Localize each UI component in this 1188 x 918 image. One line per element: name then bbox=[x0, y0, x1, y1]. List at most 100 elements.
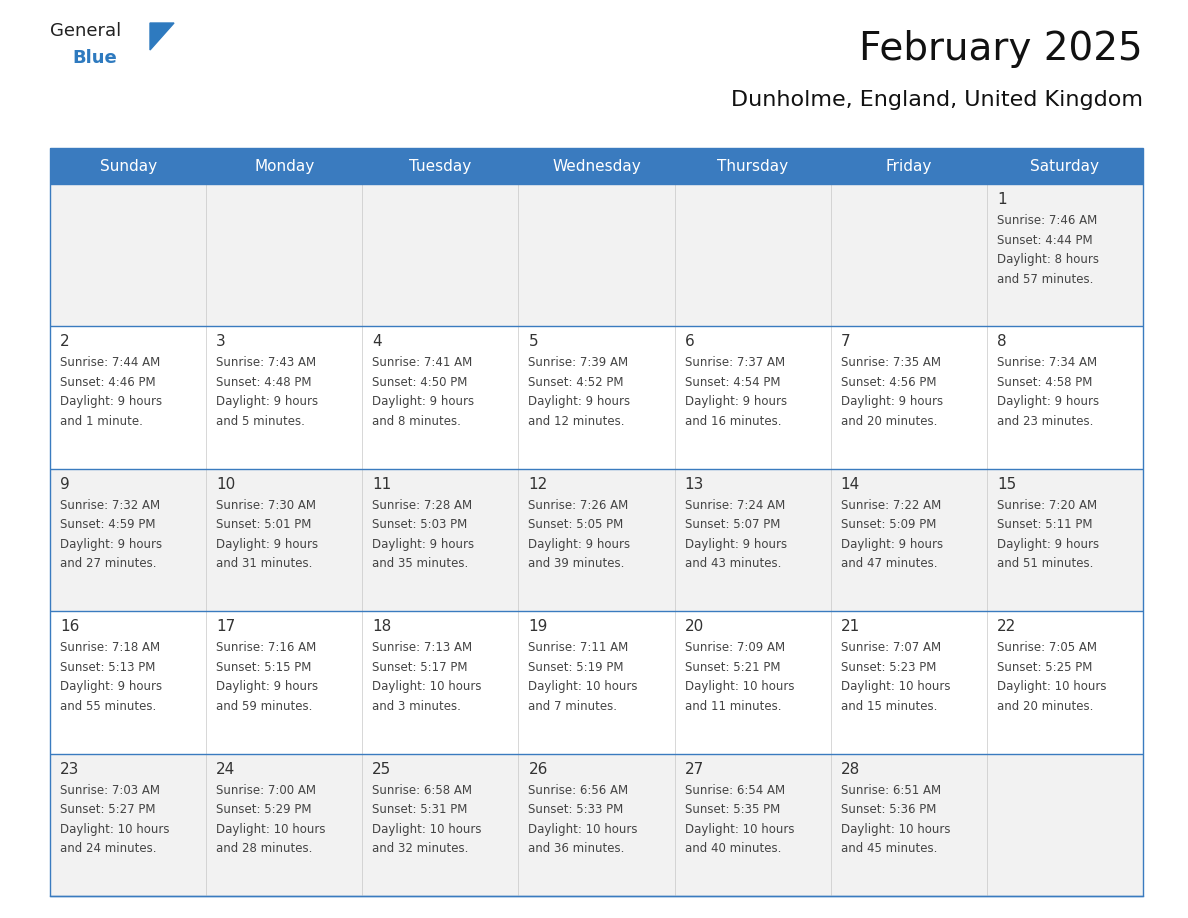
Text: and 7 minutes.: and 7 minutes. bbox=[529, 700, 618, 712]
Text: Daylight: 10 hours: Daylight: 10 hours bbox=[684, 823, 794, 835]
Text: and 43 minutes.: and 43 minutes. bbox=[684, 557, 781, 570]
Text: Daylight: 9 hours: Daylight: 9 hours bbox=[61, 680, 162, 693]
Text: and 24 minutes.: and 24 minutes. bbox=[61, 842, 157, 855]
Text: and 51 minutes.: and 51 minutes. bbox=[997, 557, 1093, 570]
Text: Sunrise: 7:16 AM: Sunrise: 7:16 AM bbox=[216, 641, 316, 655]
Text: Daylight: 9 hours: Daylight: 9 hours bbox=[216, 538, 318, 551]
Text: 16: 16 bbox=[61, 620, 80, 634]
Text: Daylight: 8 hours: Daylight: 8 hours bbox=[997, 253, 1099, 266]
Text: Sunset: 5:15 PM: Sunset: 5:15 PM bbox=[216, 661, 311, 674]
Text: Sunset: 4:56 PM: Sunset: 4:56 PM bbox=[841, 375, 936, 389]
Text: Daylight: 10 hours: Daylight: 10 hours bbox=[529, 680, 638, 693]
Text: Dunholme, England, United Kingdom: Dunholme, England, United Kingdom bbox=[731, 90, 1143, 110]
Text: and 20 minutes.: and 20 minutes. bbox=[997, 700, 1093, 712]
Text: Sunset: 4:59 PM: Sunset: 4:59 PM bbox=[61, 519, 156, 532]
Text: 21: 21 bbox=[841, 620, 860, 634]
Text: 13: 13 bbox=[684, 476, 704, 492]
Text: 28: 28 bbox=[841, 762, 860, 777]
Text: Sunset: 5:23 PM: Sunset: 5:23 PM bbox=[841, 661, 936, 674]
Text: and 12 minutes.: and 12 minutes. bbox=[529, 415, 625, 428]
Text: and 47 minutes.: and 47 minutes. bbox=[841, 557, 937, 570]
Text: Sunrise: 7:35 AM: Sunrise: 7:35 AM bbox=[841, 356, 941, 369]
Text: 22: 22 bbox=[997, 620, 1016, 634]
Text: Sunset: 5:25 PM: Sunset: 5:25 PM bbox=[997, 661, 1092, 674]
Text: Monday: Monday bbox=[254, 159, 315, 174]
Text: and 45 minutes.: and 45 minutes. bbox=[841, 842, 937, 855]
Text: Daylight: 9 hours: Daylight: 9 hours bbox=[372, 538, 474, 551]
Text: and 28 minutes.: and 28 minutes. bbox=[216, 842, 312, 855]
Bar bbox=[50, 754, 1143, 896]
Text: 7: 7 bbox=[841, 334, 851, 350]
Text: Daylight: 9 hours: Daylight: 9 hours bbox=[529, 538, 631, 551]
Text: and 16 minutes.: and 16 minutes. bbox=[684, 415, 781, 428]
Text: Daylight: 9 hours: Daylight: 9 hours bbox=[997, 396, 1099, 409]
Text: Sunset: 5:27 PM: Sunset: 5:27 PM bbox=[61, 803, 156, 816]
Bar bbox=[50, 327, 1143, 469]
Text: Sunrise: 7:44 AM: Sunrise: 7:44 AM bbox=[61, 356, 160, 369]
Text: General: General bbox=[50, 22, 121, 40]
Text: Daylight: 10 hours: Daylight: 10 hours bbox=[684, 680, 794, 693]
Text: Sunset: 5:21 PM: Sunset: 5:21 PM bbox=[684, 661, 781, 674]
Text: Daylight: 10 hours: Daylight: 10 hours bbox=[529, 823, 638, 835]
Text: 25: 25 bbox=[372, 762, 392, 777]
Text: 20: 20 bbox=[684, 620, 703, 634]
Text: and 32 minutes.: and 32 minutes. bbox=[372, 842, 468, 855]
Text: and 39 minutes.: and 39 minutes. bbox=[529, 557, 625, 570]
Text: Sunset: 5:19 PM: Sunset: 5:19 PM bbox=[529, 661, 624, 674]
Text: 17: 17 bbox=[216, 620, 235, 634]
Text: Daylight: 10 hours: Daylight: 10 hours bbox=[997, 680, 1106, 693]
Text: Sunset: 5:05 PM: Sunset: 5:05 PM bbox=[529, 519, 624, 532]
Text: Blue: Blue bbox=[72, 49, 116, 67]
Text: 9: 9 bbox=[61, 476, 70, 492]
Text: Sunrise: 7:43 AM: Sunrise: 7:43 AM bbox=[216, 356, 316, 369]
Text: and 1 minute.: and 1 minute. bbox=[61, 415, 143, 428]
Text: and 35 minutes.: and 35 minutes. bbox=[372, 557, 468, 570]
Text: Sunrise: 6:56 AM: Sunrise: 6:56 AM bbox=[529, 784, 628, 797]
Text: Sunrise: 7:26 AM: Sunrise: 7:26 AM bbox=[529, 498, 628, 512]
Text: Sunset: 5:11 PM: Sunset: 5:11 PM bbox=[997, 519, 1092, 532]
Text: 12: 12 bbox=[529, 476, 548, 492]
Text: Sunrise: 7:39 AM: Sunrise: 7:39 AM bbox=[529, 356, 628, 369]
Text: February 2025: February 2025 bbox=[859, 30, 1143, 68]
Text: 5: 5 bbox=[529, 334, 538, 350]
Text: Sunrise: 7:05 AM: Sunrise: 7:05 AM bbox=[997, 641, 1097, 655]
Text: Sunrise: 7:09 AM: Sunrise: 7:09 AM bbox=[684, 641, 785, 655]
Text: and 15 minutes.: and 15 minutes. bbox=[841, 700, 937, 712]
Text: Sunrise: 6:58 AM: Sunrise: 6:58 AM bbox=[372, 784, 473, 797]
Text: 15: 15 bbox=[997, 476, 1016, 492]
Text: Daylight: 9 hours: Daylight: 9 hours bbox=[684, 396, 786, 409]
Text: Sunset: 5:07 PM: Sunset: 5:07 PM bbox=[684, 519, 781, 532]
Text: Sunrise: 7:24 AM: Sunrise: 7:24 AM bbox=[684, 498, 785, 512]
Text: Sunset: 5:36 PM: Sunset: 5:36 PM bbox=[841, 803, 936, 816]
Text: and 36 minutes.: and 36 minutes. bbox=[529, 842, 625, 855]
Bar bbox=[50, 148, 1143, 184]
Text: 10: 10 bbox=[216, 476, 235, 492]
Polygon shape bbox=[150, 23, 173, 50]
Text: Sunset: 4:52 PM: Sunset: 4:52 PM bbox=[529, 375, 624, 389]
Text: Sunrise: 7:07 AM: Sunrise: 7:07 AM bbox=[841, 641, 941, 655]
Text: Sunday: Sunday bbox=[100, 159, 157, 174]
Text: 14: 14 bbox=[841, 476, 860, 492]
Text: Sunrise: 7:13 AM: Sunrise: 7:13 AM bbox=[372, 641, 473, 655]
Text: Sunset: 5:01 PM: Sunset: 5:01 PM bbox=[216, 519, 311, 532]
Text: Daylight: 9 hours: Daylight: 9 hours bbox=[841, 538, 943, 551]
Text: and 3 minutes.: and 3 minutes. bbox=[372, 700, 461, 712]
Text: Sunrise: 7:11 AM: Sunrise: 7:11 AM bbox=[529, 641, 628, 655]
Text: Sunset: 5:29 PM: Sunset: 5:29 PM bbox=[216, 803, 311, 816]
Text: 27: 27 bbox=[684, 762, 703, 777]
Text: Thursday: Thursday bbox=[718, 159, 788, 174]
Text: Daylight: 9 hours: Daylight: 9 hours bbox=[61, 396, 162, 409]
Text: and 59 minutes.: and 59 minutes. bbox=[216, 700, 312, 712]
Text: Sunset: 5:09 PM: Sunset: 5:09 PM bbox=[841, 519, 936, 532]
Text: Sunrise: 7:03 AM: Sunrise: 7:03 AM bbox=[61, 784, 160, 797]
Text: Sunset: 4:46 PM: Sunset: 4:46 PM bbox=[61, 375, 156, 389]
Text: Sunset: 5:33 PM: Sunset: 5:33 PM bbox=[529, 803, 624, 816]
Text: 6: 6 bbox=[684, 334, 694, 350]
Text: Wednesday: Wednesday bbox=[552, 159, 640, 174]
Text: Daylight: 10 hours: Daylight: 10 hours bbox=[372, 680, 482, 693]
Text: 26: 26 bbox=[529, 762, 548, 777]
Text: Sunrise: 7:18 AM: Sunrise: 7:18 AM bbox=[61, 641, 160, 655]
Text: 23: 23 bbox=[61, 762, 80, 777]
Text: and 31 minutes.: and 31 minutes. bbox=[216, 557, 312, 570]
Text: Sunset: 5:31 PM: Sunset: 5:31 PM bbox=[372, 803, 468, 816]
